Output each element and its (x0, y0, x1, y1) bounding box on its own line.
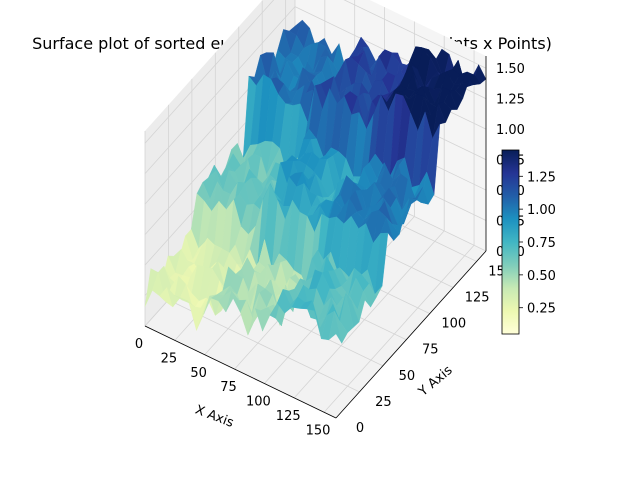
x-tick-label: 0 (135, 337, 143, 352)
surface (144, 19, 487, 344)
gridline (144, 6, 296, 174)
y-tick-label: 0 (356, 421, 364, 436)
colorbar: 0.25 0.50 0.75 1.00 1.25 (501, 149, 556, 335)
gridline (293, 230, 445, 399)
colorbar-ticks: 0.25 0.50 0.75 1.00 1.25 (519, 170, 556, 317)
axis-lines (144, 56, 487, 419)
z-tick-label: 1.25 (496, 93, 525, 108)
y-axis-label: Y Axis (415, 363, 455, 400)
z-tick-label: 1.50 (496, 62, 525, 77)
y-tick-label: 25 (375, 395, 392, 410)
x-tick-label: 150 (306, 423, 331, 438)
x-tick-label: 75 (220, 380, 237, 395)
x-tick-label: 25 (161, 351, 178, 366)
x-tick-label: 50 (190, 366, 207, 381)
gridline (144, 0, 275, 144)
colorbar-tick-label: 0.75 (527, 236, 556, 251)
gridline (343, 0, 487, 69)
y-axis-line (335, 250, 487, 419)
x-axis-label: X Axis (193, 403, 236, 431)
colorbar-gradient (501, 149, 520, 335)
y-tick-label: 50 (399, 369, 416, 384)
x-axis-line (144, 325, 337, 419)
x-tick-label: 100 (246, 395, 271, 410)
colorbar-tick-label: 0.50 (527, 269, 556, 284)
x-tick-label: 125 (276, 409, 301, 424)
z-tick-label: 1.00 (496, 123, 525, 138)
y-tick-label: 75 (422, 343, 439, 358)
y-tick-label: 125 (465, 291, 490, 306)
y-tick-label: 100 (441, 317, 466, 332)
gridline (323, 244, 475, 413)
colorbar-tick-label: 0.25 (527, 302, 556, 317)
surface-cell (328, 311, 342, 344)
colorbar-tick-label: 1.25 (527, 170, 556, 185)
colorbar-tick-label: 1.00 (527, 203, 556, 218)
